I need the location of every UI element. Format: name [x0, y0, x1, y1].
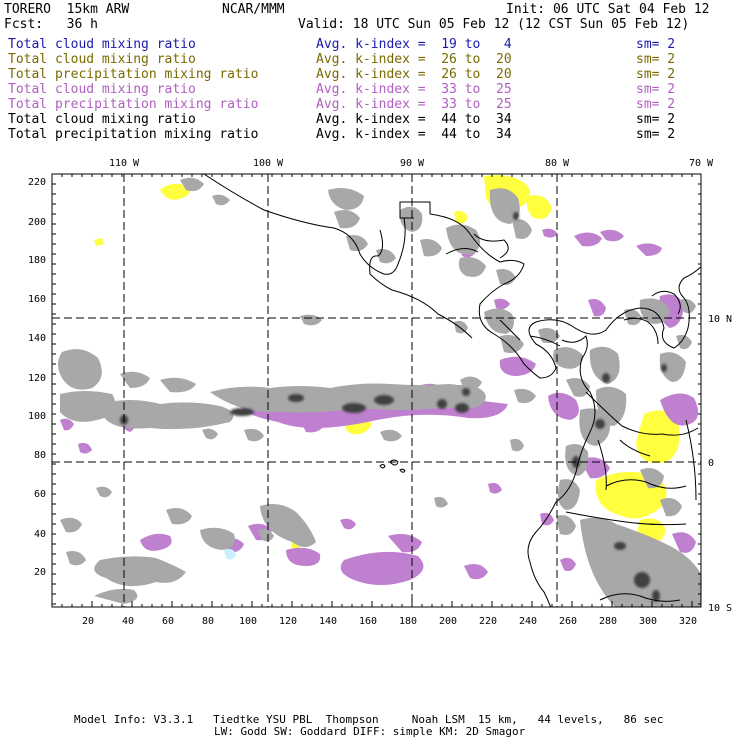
x-tick-label: 60 [162, 616, 174, 627]
x-tick-label: 260 [559, 616, 577, 627]
legend-sm-2: sm= 2 [636, 52, 676, 67]
legend-field-3: Total precipitation mixing ratio [8, 67, 259, 82]
legend-field-1: Total cloud mixing ratio [8, 37, 196, 52]
x-tick-label: 200 [439, 616, 457, 627]
legend-field-7: Total precipitation mixing ratio [8, 127, 259, 142]
x-tick-labels: 20 40 60 80 100 120 140 160 180 200 220 … [82, 616, 697, 627]
y-tick-label: 220 [28, 177, 46, 188]
legend-sm-4: sm= 2 [636, 82, 676, 97]
x-tick-label: 320 [679, 616, 697, 627]
model-info-line1: Model Info: V3.3.1 Tiedtke YSU PBL Thomp… [74, 713, 664, 726]
y-tick-label: 60 [34, 489, 46, 500]
model-title: TORERO 15km ARW [4, 2, 130, 17]
legend-sm-3: sm= 2 [636, 67, 676, 82]
x-tick-label: 280 [599, 616, 617, 627]
x-tick-label: 40 [122, 616, 134, 627]
y-tick-label: 120 [28, 373, 46, 384]
x-tick-label: 240 [519, 616, 537, 627]
map-frame [51, 173, 702, 608]
forecast-hour: Fcst: 36 h [4, 17, 98, 32]
legend-sm-6: sm= 2 [636, 112, 676, 127]
legend-kindex-4: Avg. k-index = 33 to 25 [316, 82, 512, 97]
y-tick-label: 200 [28, 217, 46, 228]
valid-time: Valid: 18 UTC Sun 05 Feb 12 (12 CST Sun … [298, 17, 690, 32]
x-tick-label: 120 [279, 616, 297, 627]
legend-kindex-6: Avg. k-index = 44 to 34 [316, 112, 512, 127]
lon-label-90w: 90 W [400, 158, 425, 169]
y-tick-label: 180 [28, 255, 46, 266]
x-tick-label: 140 [319, 616, 337, 627]
legend-field-2: Total cloud mixing ratio [8, 52, 196, 67]
legend-kindex-7: Avg. k-index = 44 to 34 [316, 127, 512, 142]
legend-sm-7: sm= 2 [636, 127, 676, 142]
lon-label-80w: 80 W [545, 158, 570, 169]
lon-label-70w: 70 W [689, 158, 714, 169]
legend-sm-1: sm= 2 [636, 37, 676, 52]
model-info-line2: LW: Godd SW: Goddard DIFF: simple KM: 2D… [214, 725, 526, 738]
dark-cores [120, 212, 667, 602]
x-tick-label: 20 [82, 616, 94, 627]
legend-field-4: Total cloud mixing ratio [8, 82, 196, 97]
x-tick-label: 160 [359, 616, 377, 627]
legend-kindex-3: Avg. k-index = 26 to 20 [316, 67, 512, 82]
legend-kindex-5: Avg. k-index = 33 to 25 [316, 97, 512, 112]
x-tick-label: 80 [202, 616, 214, 627]
org-label: NCAR/MMM [222, 2, 285, 17]
y-tick-label: 160 [28, 294, 46, 305]
x-tick-label: 180 [399, 616, 417, 627]
legend-kindex-2: Avg. k-index = 26 to 20 [316, 52, 512, 67]
lon-label-100w: 100 W [253, 158, 284, 169]
y-tick-label: 100 [28, 411, 46, 422]
legend-field-5: Total precipitation mixing ratio [8, 97, 259, 112]
coastlines [203, 174, 701, 607]
y-tick-labels: 220 200 180 160 140 120 100 80 60 40 20 [28, 177, 46, 578]
lon-label-110w: 110 W [109, 158, 140, 169]
legend-sm-5: sm= 2 [636, 97, 676, 112]
y-tick-label: 140 [28, 333, 46, 344]
lat-label-10s: 10 S [708, 603, 732, 614]
init-time: Init: 06 UTC Sat 04 Feb 12 [506, 2, 710, 17]
legend-kindex-1: Avg. k-index = 19 to 4 [316, 37, 512, 52]
lat-label-0: 0 [708, 458, 714, 469]
y-tick-label: 40 [34, 529, 46, 540]
axis-ticks [51, 173, 701, 607]
lat-lon-grid [52, 174, 701, 607]
legend-field-6: Total cloud mixing ratio [8, 112, 196, 127]
x-tick-label: 220 [479, 616, 497, 627]
y-tick-label: 20 [34, 567, 46, 578]
x-tick-label: 100 [239, 616, 257, 627]
y-tick-label: 80 [34, 450, 46, 461]
lat-label-10n: 10 N [708, 314, 732, 325]
x-tick-label: 300 [639, 616, 657, 627]
